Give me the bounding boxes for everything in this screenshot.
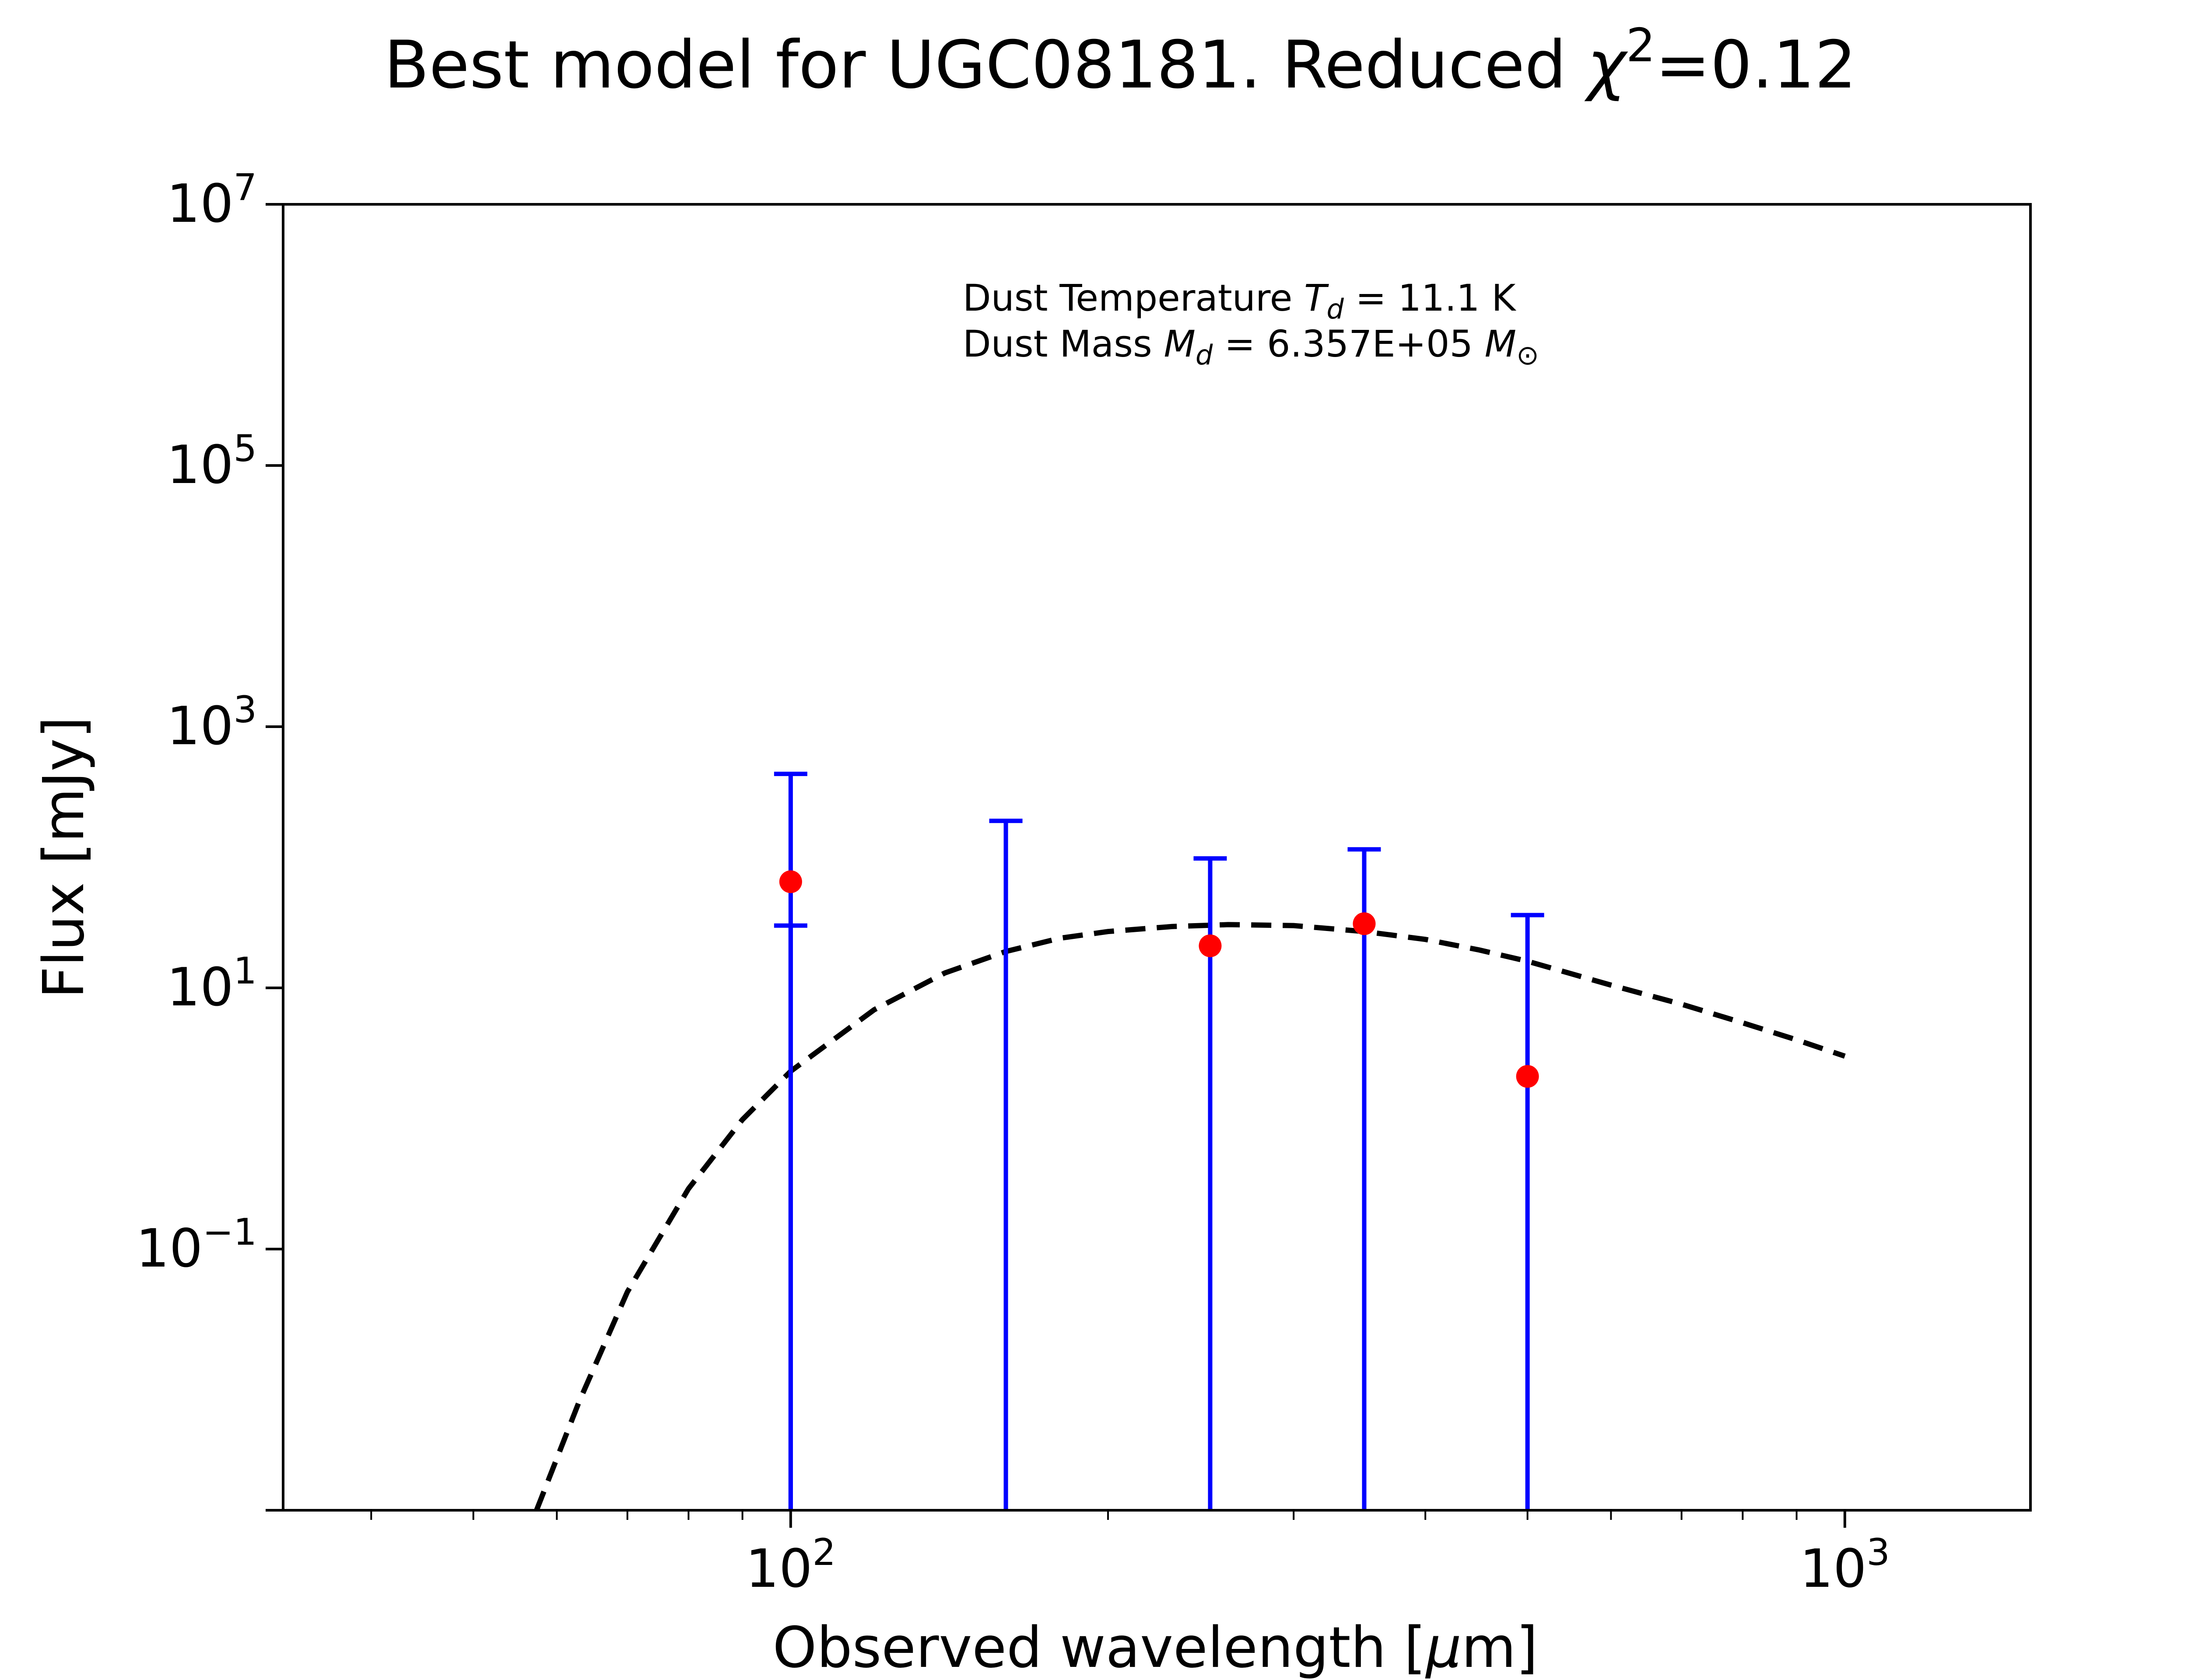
data-point-4 xyxy=(1516,1065,1539,1088)
y-tick-label: 105 xyxy=(167,427,257,496)
x-axis-ticks: 102 103 xyxy=(370,1510,1890,1600)
data-point-1 xyxy=(779,870,802,893)
plot-area xyxy=(534,771,1846,1512)
y-axis-ticks: 10−1 101 103 105 107 xyxy=(136,166,283,1512)
plot-frame xyxy=(282,203,2032,1512)
x-tick-label: 102 xyxy=(746,1531,836,1600)
data-point-3 xyxy=(1353,912,1376,935)
annotation-dust-temperature: Dust Temperature Td = 11.1 K xyxy=(963,276,1516,325)
annotation-dust-mass: Dust Mass Md = 6.357E+05 M⊙ xyxy=(963,322,1539,371)
y-tick-label: 103 xyxy=(167,688,257,757)
model-curve xyxy=(534,922,1846,1512)
y-axis-label: Flux [mJy] xyxy=(32,717,97,999)
x-axis-label: Observed wavelength [μm] xyxy=(773,1615,1538,1680)
y-tick-label: 107 xyxy=(167,166,257,234)
y-tick-label: 101 xyxy=(167,949,257,1018)
chart-title: Best model for UGC08181. Reduced χ2=0.12 xyxy=(384,19,1857,103)
y-tick-label: 10−1 xyxy=(136,1211,257,1279)
annotation-box: Dust Temperature Td = 11.1 K Dust Mass M… xyxy=(963,276,1539,371)
data-point-2 xyxy=(1199,934,1222,957)
x-tick-label: 103 xyxy=(1800,1531,1890,1600)
